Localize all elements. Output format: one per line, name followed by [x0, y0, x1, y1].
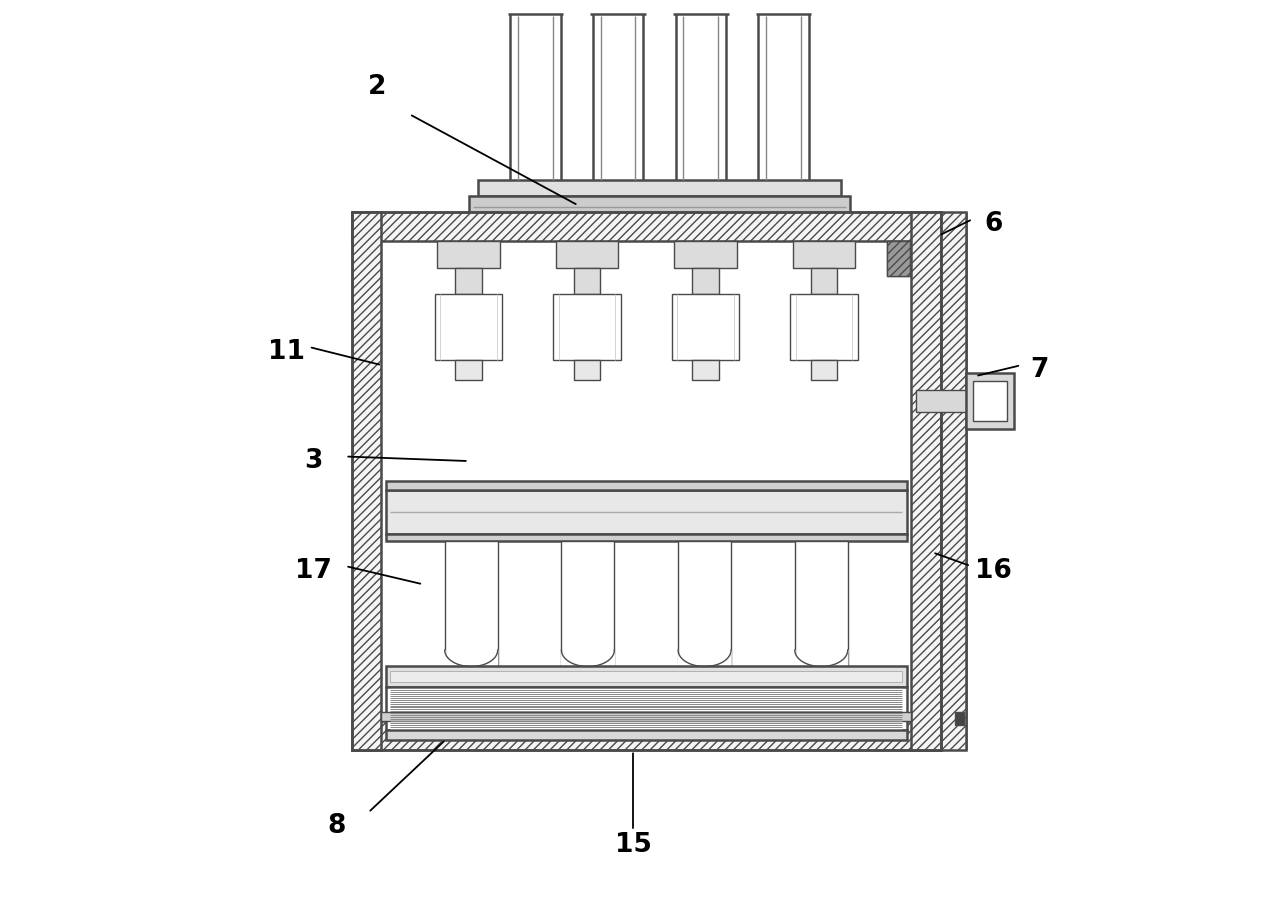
Bar — [352, 212, 941, 241]
Bar — [912, 212, 941, 750]
Text: 11: 11 — [267, 339, 305, 364]
Bar — [434, 294, 503, 360]
Bar — [966, 373, 1014, 429]
Polygon shape — [444, 650, 498, 666]
Bar — [386, 481, 906, 490]
Bar — [352, 721, 941, 750]
Bar — [352, 212, 941, 750]
Polygon shape — [795, 650, 848, 666]
Bar — [941, 212, 966, 750]
Text: 2: 2 — [368, 74, 386, 100]
Bar — [352, 212, 381, 750]
Bar — [438, 241, 500, 268]
Bar — [675, 241, 737, 268]
Bar — [561, 541, 614, 666]
Text: 8: 8 — [327, 813, 346, 839]
Text: 7: 7 — [1031, 357, 1048, 383]
Bar — [386, 687, 906, 730]
Polygon shape — [679, 650, 730, 666]
Bar — [573, 268, 600, 294]
Bar — [812, 268, 837, 294]
Bar — [386, 730, 906, 740]
Bar — [793, 241, 855, 268]
Polygon shape — [561, 650, 614, 666]
Bar — [693, 268, 719, 294]
Bar — [886, 241, 910, 276]
Bar — [795, 541, 848, 666]
Bar — [790, 294, 858, 360]
Text: 6: 6 — [985, 211, 1003, 236]
Bar — [381, 712, 912, 721]
Bar — [444, 541, 498, 666]
Bar — [972, 381, 1008, 421]
Bar — [573, 360, 600, 380]
Bar — [456, 360, 481, 380]
Bar — [956, 712, 965, 725]
Bar — [812, 360, 837, 380]
Bar — [390, 671, 903, 682]
Bar — [468, 196, 851, 217]
Bar — [456, 268, 481, 294]
Text: 17: 17 — [295, 558, 332, 583]
Bar — [386, 666, 906, 687]
Bar — [679, 541, 730, 666]
Bar — [381, 241, 912, 721]
Bar — [886, 241, 910, 276]
Bar — [553, 294, 620, 360]
Text: 16: 16 — [975, 558, 1012, 583]
Bar — [386, 490, 906, 534]
Text: 3: 3 — [304, 448, 323, 474]
Bar — [917, 390, 966, 412]
Bar — [386, 534, 906, 541]
Bar — [477, 180, 841, 196]
Bar — [672, 294, 739, 360]
Bar — [693, 360, 719, 380]
Bar — [556, 241, 618, 268]
Text: 15: 15 — [614, 832, 652, 857]
